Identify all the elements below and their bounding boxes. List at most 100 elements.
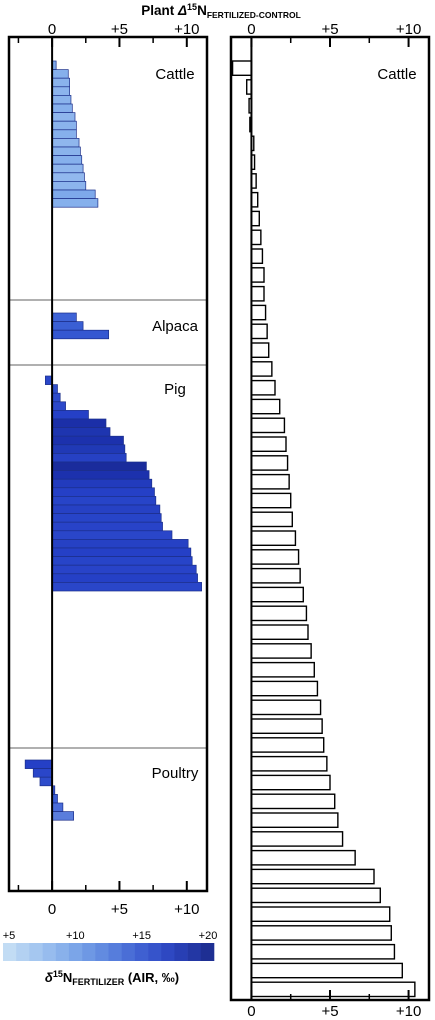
bar-pig [51,427,111,437]
bar-cattle [250,981,416,998]
colorbar-swatch [161,943,175,961]
bar-cattle [250,699,322,716]
colorbar-label: δ15NFERTILIZER (AIR, ‰) [45,969,179,987]
bar-cattle [51,172,85,182]
bar-pig [51,582,202,592]
colorbar-swatch [174,943,188,961]
bar-pig [51,521,163,532]
bar-cattle [250,229,262,246]
x-tick-label-top: +5 [111,21,128,38]
bar-cattle [250,417,286,434]
colorbar-tick-label: +10 [66,930,85,942]
colorbar-tick-label: +5 [3,930,16,942]
colorbar-swatch [121,943,136,961]
bar-alpaca [51,312,77,322]
group-label-alpaca: Alpaca [152,318,199,335]
bar-pig [51,392,61,403]
bar-cattle [250,943,396,960]
colorbar-swatch [82,943,96,961]
x-tick-label-top: 0 [247,21,255,38]
bar-cattle [51,103,73,113]
bar-cattle [51,138,80,148]
bar-cattle [250,906,391,923]
colorbar-swatch [16,943,30,961]
bar-pig [51,573,198,583]
bar-cattle [250,398,281,415]
bar-pig [51,478,153,489]
colorbar-swatch [29,943,43,961]
bar-pig [51,453,127,463]
bar-pig [51,401,66,411]
bar-cattle [51,129,77,139]
bar-cattle [250,793,336,810]
bar-cattle [250,774,331,791]
bar-pig [51,564,197,575]
colorbar-swatch [55,943,70,961]
bar-pig [45,375,53,385]
bar-cattle [250,285,265,302]
bar-pig [51,504,161,514]
bar-alpaca [51,321,84,331]
right-bar-chart: Cattle 0 0 +5 +5 +10 +10 [229,21,431,1020]
group-label-cattle: Cattle [155,66,194,83]
bar-cattle [250,342,270,359]
bar-pig [51,461,147,471]
x-tick-label-bottom: +5 [111,901,128,918]
group-label-poultry: Poultry [152,765,199,782]
colorbar-swatch [200,943,215,961]
colorbar-swatch [134,943,149,961]
bar-pig [51,487,155,497]
bar-cattle [250,248,264,265]
bar-pig [51,539,189,549]
x-tick-label-bottom: +5 [321,1003,338,1020]
bar-pig [51,547,192,557]
bar-cattle [51,120,77,131]
colorbar-swatch [95,943,109,961]
bar-cattle [250,210,260,227]
colorbar-swatch [42,943,57,961]
x-tick-label-bottom: +10 [396,1003,421,1020]
bar-cattle [250,267,265,283]
x-tick-label-top: 0 [48,21,56,38]
x-tick-label-top: +10 [174,21,199,38]
x-tick-label-top: +5 [321,21,338,38]
colorbar-swatch [108,943,122,961]
bar-pig [51,530,173,540]
colorbar: +5 +10 +15 +20 δ15NFERTILIZER (AIR, ‰) [3,930,218,987]
bar-cattle [250,492,292,509]
bar-pig [51,513,162,523]
bar-cattle [250,549,300,565]
bar-pig [51,410,89,420]
bar-cattle [51,77,70,88]
bar-cattle [250,436,287,453]
bar-cattle [250,868,375,885]
bar-cattle [250,567,301,584]
bar-poultry [51,802,64,812]
colorbar-tick-label: +20 [199,930,218,942]
bar-cattle [250,962,403,979]
left-frame [7,35,209,893]
bar-cattle [250,661,315,678]
bar-poultry [39,776,53,787]
bar-cattle [250,586,304,603]
bar-poultry [32,768,53,778]
bar-alpaca [51,329,110,340]
colorbar-swatch [68,943,83,961]
bar-cattle [250,643,312,659]
colorbar-tick-label: +15 [132,930,151,942]
bar-cattle [250,361,273,377]
left-bar-chart: Cattle Alpaca Pig Poultry 0 0 +5 +5 +10 +10 [7,21,209,918]
bar-pig [51,470,150,480]
bar-cattle [250,925,392,941]
bar-cattle [250,455,289,471]
bar-cattle [250,887,381,904]
bar-cattle [51,198,99,208]
colorbar-swatch [148,943,162,961]
bar-cattle [51,69,69,79]
x-tick-label-bottom: 0 [247,1003,255,1020]
bar-poultry [24,759,53,769]
bar-cattle [250,718,323,735]
bar-cattle [250,680,319,697]
bar-pig [51,418,107,428]
